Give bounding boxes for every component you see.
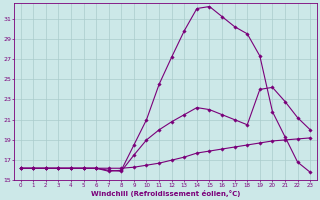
X-axis label: Windchill (Refroidissement éolien,°C): Windchill (Refroidissement éolien,°C) <box>91 190 240 197</box>
